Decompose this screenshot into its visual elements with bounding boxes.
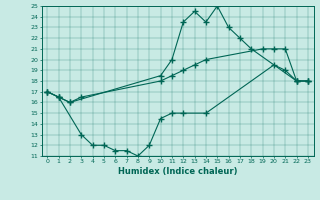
X-axis label: Humidex (Indice chaleur): Humidex (Indice chaleur) [118,167,237,176]
